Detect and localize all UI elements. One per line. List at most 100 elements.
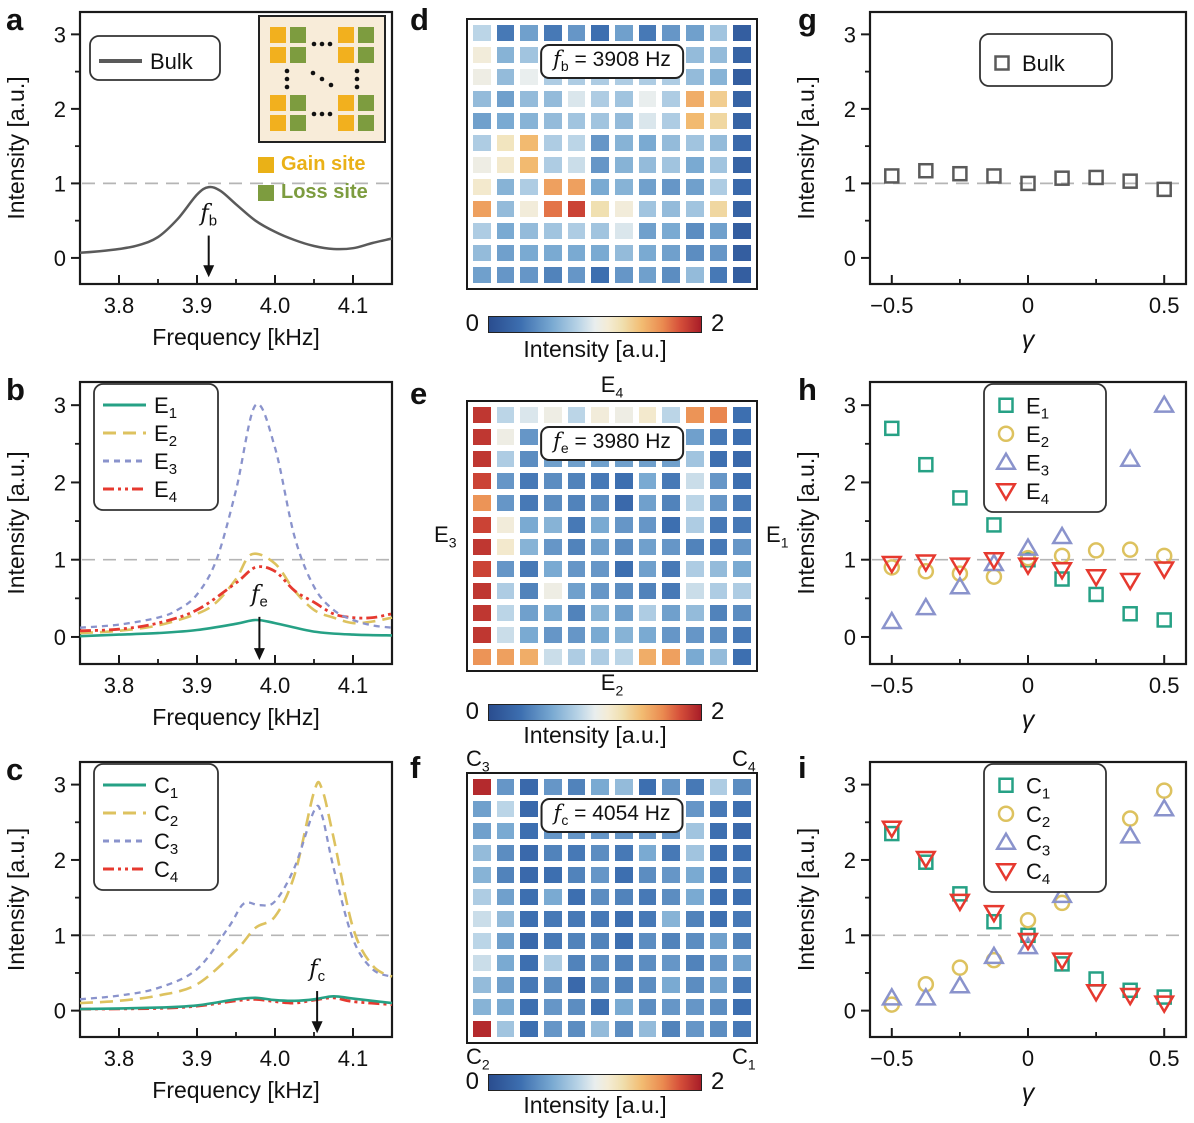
loss-site-legend: Loss site xyxy=(258,181,390,204)
heatmap-cell xyxy=(473,801,491,817)
heatmap-cell xyxy=(709,91,728,107)
heatmap-cell xyxy=(733,999,751,1015)
heatmap-cell xyxy=(614,561,633,577)
heatmap-cell xyxy=(685,135,704,151)
heatmap-cell xyxy=(638,179,657,195)
heatmap-cell xyxy=(662,473,680,489)
heatmap-cell xyxy=(733,407,751,423)
gain-site-label: Gain site xyxy=(281,153,366,175)
chart-a-bulk-spectrum: 3.8 3.9 4.0 4.1 0 1 2 3 Frequency [kHz] Intensity… xyxy=(3,10,394,350)
svg-text:E2: E2 xyxy=(1026,422,1049,451)
edge-label-left: E3 xyxy=(434,522,457,551)
heatmap-cell xyxy=(709,583,728,599)
heatmap-cell xyxy=(709,113,728,129)
heatmap-cell xyxy=(543,223,562,239)
heatmap-cell xyxy=(591,889,609,905)
svg-text:3.9: 3.9 xyxy=(182,293,213,318)
heatmap-cell xyxy=(614,977,633,993)
svg-text:E4: E4 xyxy=(1026,479,1049,508)
heatmap-cell xyxy=(638,955,657,971)
heatmap-cell xyxy=(638,201,657,217)
heatmap-cell xyxy=(567,245,586,261)
svg-text:Intensity [a.u.]: Intensity [a.u.] xyxy=(3,451,29,594)
heatmap-cell xyxy=(733,1021,751,1037)
heatmap-cell xyxy=(543,955,562,971)
heatmap-cell xyxy=(520,473,538,489)
heatmap-cell xyxy=(520,779,538,795)
heatmap-cell xyxy=(543,779,562,795)
heatmap-cell xyxy=(591,1021,609,1037)
heatmap-cell xyxy=(520,823,538,839)
heatmap-cell xyxy=(520,977,538,993)
heatmap-cell xyxy=(567,407,586,423)
heatmap-cell xyxy=(496,451,515,467)
heatmap-cell xyxy=(685,113,704,129)
heatmap-cell xyxy=(543,649,562,665)
svg-text:Frequency [kHz]: Frequency [kHz] xyxy=(152,1077,319,1103)
svg-text:γ: γ xyxy=(1022,706,1036,734)
heatmap-cell xyxy=(662,517,680,533)
heatmap-cell xyxy=(520,605,538,621)
heatmap-cell xyxy=(685,91,704,107)
svg-text:C1: C1 xyxy=(154,773,178,802)
heatmap-cell xyxy=(496,583,515,599)
heatmap-cell xyxy=(685,823,704,839)
heatmap-cell xyxy=(614,955,633,971)
heatmap-cell xyxy=(733,845,751,861)
heatmap-cell xyxy=(591,201,609,217)
heatmap-cell xyxy=(591,223,609,239)
panel-f: f C3 C4 C2 C1 fc = 4054 Hz 0 2 Intensity… xyxy=(400,750,790,1123)
heatmap-cell xyxy=(733,429,751,445)
heatmap-cell xyxy=(614,223,633,239)
heatmap-cell xyxy=(543,911,562,927)
heatmap-cell xyxy=(543,113,562,129)
svg-text:C4: C4 xyxy=(1026,859,1050,888)
svg-text:3.9: 3.9 xyxy=(182,673,213,698)
heatmap-cell xyxy=(520,889,538,905)
heatmap-cell xyxy=(473,1021,491,1037)
heatmap-cell xyxy=(733,451,751,467)
heatmap-cell xyxy=(662,605,680,621)
heatmap-cell xyxy=(496,605,515,621)
heatmap-cell xyxy=(520,245,538,261)
svg-text:fb: fb xyxy=(198,201,217,230)
heatmap-cell xyxy=(638,223,657,239)
heatmap-cell xyxy=(520,69,538,85)
heatmap-cell xyxy=(496,649,515,665)
heatmap-cell xyxy=(614,25,633,41)
heatmap-cell xyxy=(591,473,609,489)
panel-e: e E4 E3 E1 E2 fe = 3980 Hz 0 2 Intensity… xyxy=(400,370,790,750)
heatmap-cell xyxy=(709,801,728,817)
heatmap-cell xyxy=(473,135,491,151)
heatmap-cell xyxy=(496,955,515,971)
heatmap-cell xyxy=(614,179,633,195)
heatmap-cell xyxy=(662,245,680,261)
heatmap-cell xyxy=(520,933,538,949)
heatmap-cell xyxy=(685,201,704,217)
loss-site-icon xyxy=(258,184,274,201)
corner-label-top-right: C4 xyxy=(732,750,756,775)
heatmap-cell xyxy=(709,1021,728,1037)
heatmap-cell xyxy=(662,25,680,41)
heatmap-cell xyxy=(520,517,538,533)
heatmap-cell xyxy=(614,779,633,795)
heatmap-cell xyxy=(543,179,562,195)
heatmap-cell xyxy=(638,845,657,861)
svg-text:Intensity [a.u.]: Intensity [a.u.] xyxy=(793,451,819,594)
freq-subscript: e xyxy=(560,440,569,457)
panel-letter-e: e xyxy=(410,376,428,411)
heatmap-cell xyxy=(709,605,728,621)
svg-text:C1: C1 xyxy=(1026,773,1050,802)
heatmap-cell xyxy=(496,823,515,839)
heatmap-cell xyxy=(520,801,538,817)
svg-text:E3: E3 xyxy=(1026,450,1049,479)
svg-text:1: 1 xyxy=(844,923,856,948)
heatmap-cell xyxy=(662,779,680,795)
heatmap-cell xyxy=(685,539,704,555)
heatmap-cell xyxy=(662,649,680,665)
heatmap-cell xyxy=(496,845,515,861)
panel-c: c 3.8 3.9 4.0 4.1 0 1 2 3 Frequency [kHz] Intensi… xyxy=(0,750,400,1123)
svg-text:1: 1 xyxy=(54,171,66,196)
heatmap-cell xyxy=(709,627,728,643)
heatmap-cell xyxy=(567,867,586,883)
